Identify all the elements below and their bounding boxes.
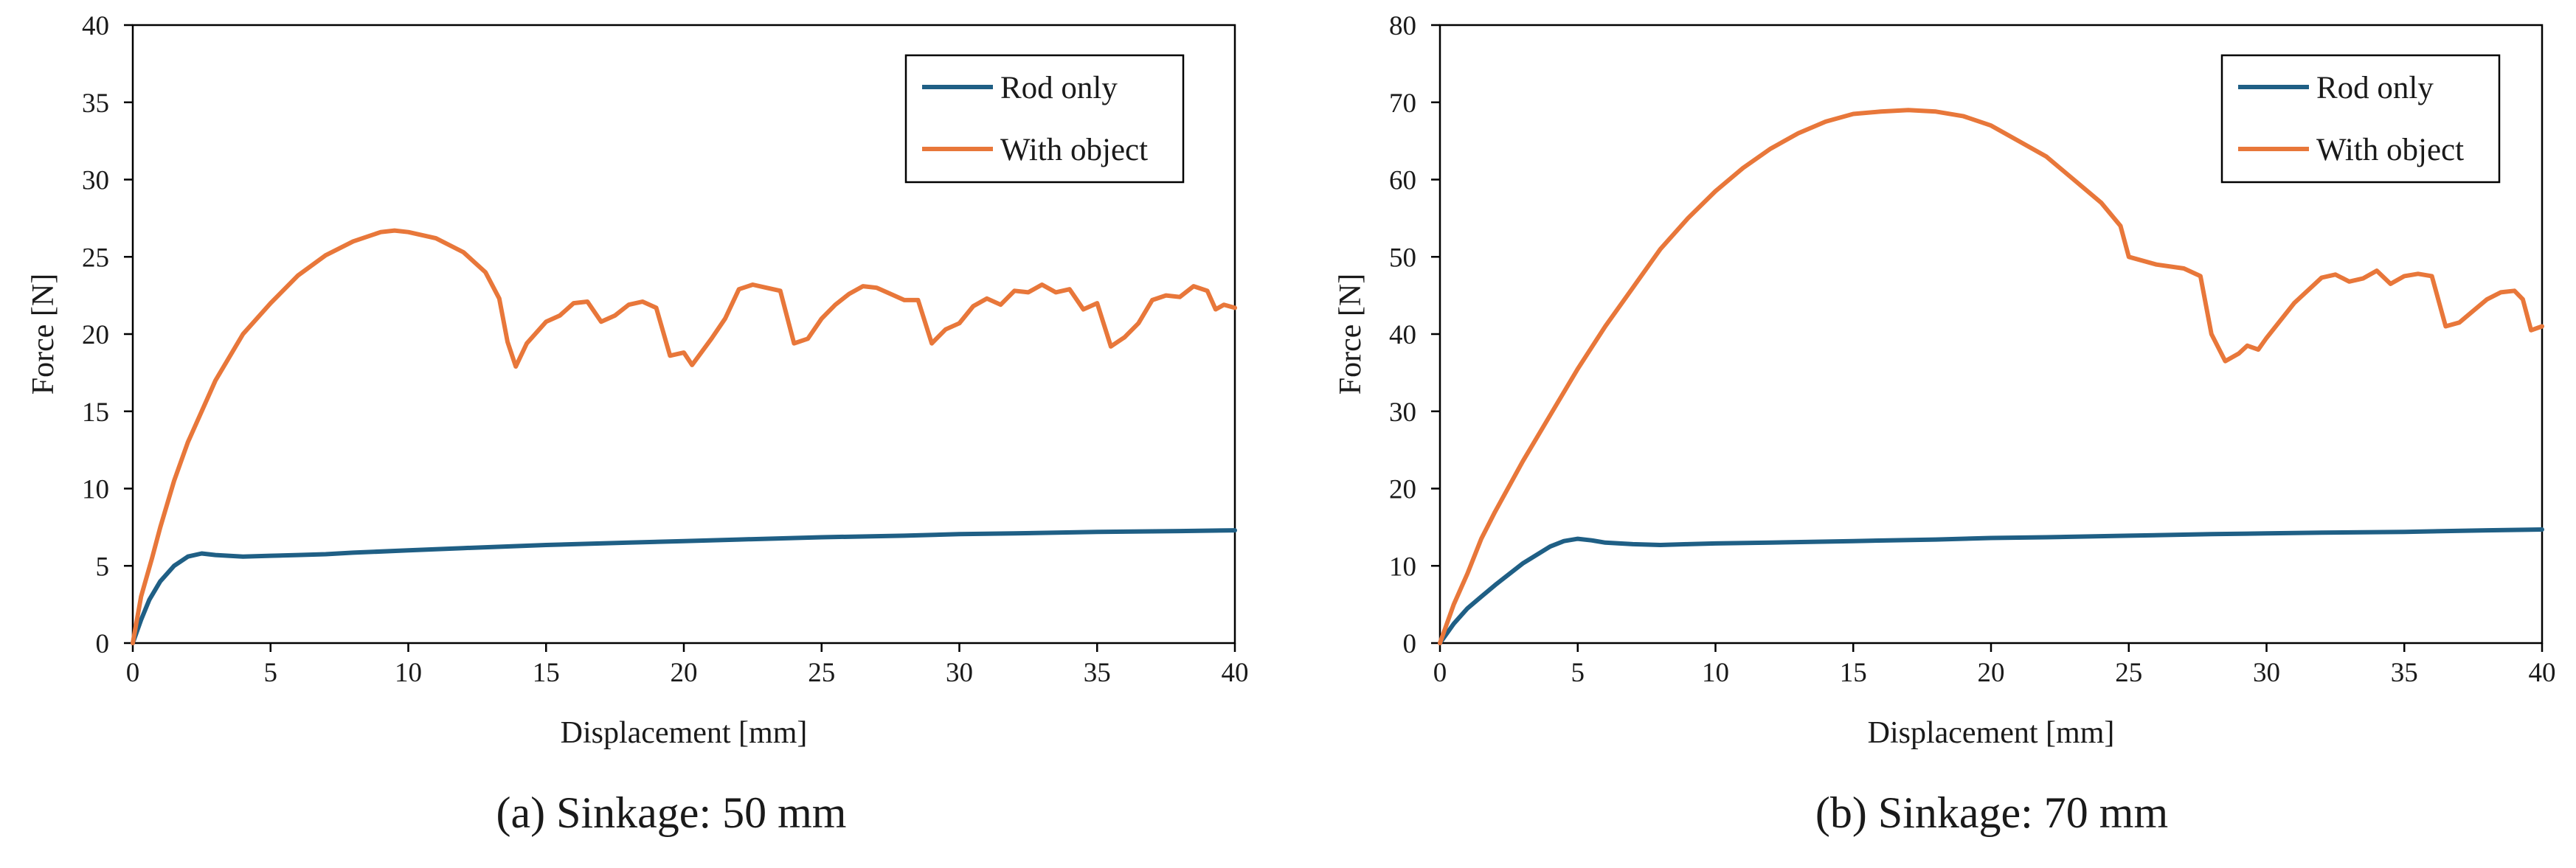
y-tick-label: 5 xyxy=(96,552,110,582)
chart-sinkage-70mm: 0 5 10 15 20 25 30 35 40 0 10 20 30 40 50 60 70 80 Displac… xyxy=(1334,11,2556,837)
x-axis-title: Displacement [mm] xyxy=(561,716,808,750)
x-tick-label: 0 xyxy=(1433,658,1447,688)
y-tick-label: 0 xyxy=(96,629,110,659)
y-tick-label: 10 xyxy=(1389,552,1416,582)
y-tick-label: 30 xyxy=(1389,397,1416,428)
y-axis-title: Force [N] xyxy=(1334,274,1368,395)
x-tick-label: 35 xyxy=(1084,658,1111,688)
x-tick-label: 30 xyxy=(2253,658,2280,688)
figure-caption: (a) Sinkage: 50 mm xyxy=(496,788,847,837)
x-tick-label: 20 xyxy=(1978,658,2005,688)
y-tick-label: 35 xyxy=(82,88,109,119)
series-line-with-object xyxy=(131,228,1237,645)
series-line-rod-only xyxy=(1438,527,2544,645)
legend-box xyxy=(2220,54,2501,184)
y-tick-label: 25 xyxy=(82,243,109,273)
y-tick-label: 40 xyxy=(82,11,109,41)
y-tick-label: 10 xyxy=(82,475,109,505)
series-line-rod-only xyxy=(131,528,1237,645)
legend-label: With object xyxy=(1000,133,1148,167)
legend-box xyxy=(904,54,1185,184)
legend-label: With object xyxy=(2316,133,2464,167)
x-tick-label: 40 xyxy=(1222,658,1249,688)
y-tick-label: 0 xyxy=(1403,629,1417,659)
x-tick-label: 5 xyxy=(264,658,278,688)
x-tick-label: 15 xyxy=(533,658,560,688)
y-tick-label: 20 xyxy=(1389,475,1416,505)
x-tick-label: 5 xyxy=(1571,658,1585,688)
x-tick-label: 40 xyxy=(2529,658,2556,688)
series-line-with-object xyxy=(1438,108,2544,645)
y-tick-label: 40 xyxy=(1389,320,1416,350)
x-tick-label: 25 xyxy=(808,658,835,688)
x-axis-title: Displacement [mm] xyxy=(1868,716,2115,750)
legend-label: Rod only xyxy=(2316,71,2434,105)
y-tick-label: 20 xyxy=(82,320,109,350)
figure-caption: (b) Sinkage: 70 mm xyxy=(1815,788,2168,837)
y-tick-label: 15 xyxy=(82,397,109,428)
y-tick-label: 80 xyxy=(1389,11,1416,41)
y-axis-title: Force [N] xyxy=(27,274,60,395)
x-tick-label: 25 xyxy=(2115,658,2142,688)
y-tick-label: 30 xyxy=(82,166,109,196)
x-tick-label: 15 xyxy=(1840,658,1867,688)
x-tick-label: 20 xyxy=(671,658,698,688)
x-tick-label: 0 xyxy=(126,658,140,688)
y-tick-label: 70 xyxy=(1389,88,1416,119)
x-tick-label: 10 xyxy=(1702,658,1729,688)
legend-label: Rod only xyxy=(1000,71,1118,105)
x-tick-label: 35 xyxy=(2391,658,2418,688)
y-tick-label: 60 xyxy=(1389,166,1416,196)
chart-sinkage-50mm: 0 5 10 15 20 25 30 35 40 0 5 10 15 20 25 30 35 40 Displace… xyxy=(27,11,1249,837)
x-tick-label: 30 xyxy=(946,658,973,688)
y-tick-label: 50 xyxy=(1389,243,1416,273)
x-tick-label: 10 xyxy=(395,658,422,688)
